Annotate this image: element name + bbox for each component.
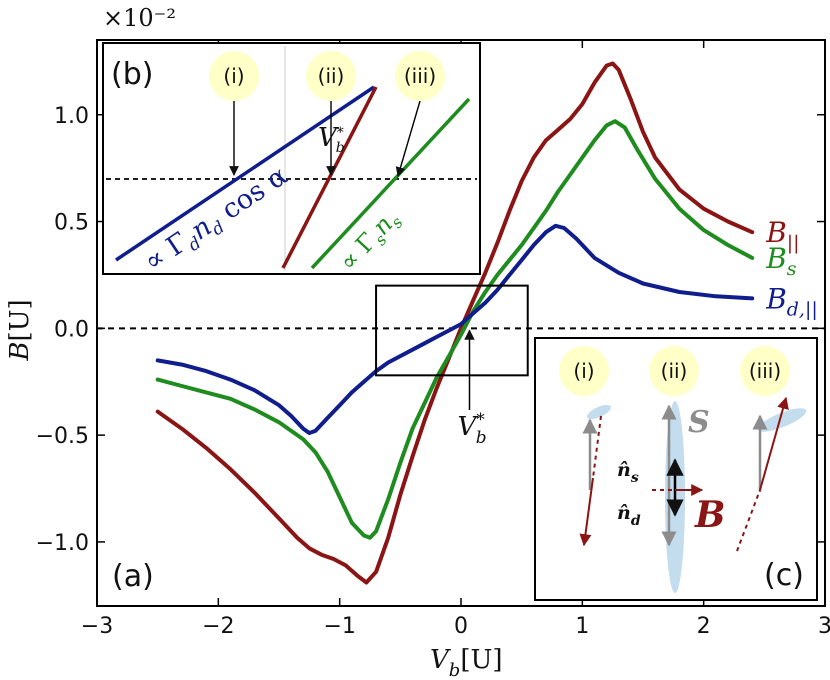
inset-b-marker-iii-circle — [395, 51, 445, 101]
x-axis-ticks: −3 −2 −1 0 1 2 3 — [81, 40, 830, 639]
x-tick-label: −1 — [323, 614, 355, 639]
series-line-b-d-parallel — [155, 223, 755, 435]
inset-b-marker-i-circle — [209, 51, 259, 101]
series-label-sub: || — [787, 232, 800, 254]
inset-c-ns-n: n̂ — [617, 459, 631, 481]
inset-b: (i) (ii) (iii) V* b ∝ Γdnd cos α ∝ Γsns (… — [102, 42, 481, 278]
inset-c-field-iii — [759, 396, 789, 491]
x-tick-label: 3 — [818, 614, 830, 639]
x-tick-label: 2 — [697, 614, 711, 639]
y-tick-label: 0.0 — [54, 317, 89, 342]
inset-c-disk-i — [587, 404, 611, 420]
series-label-main: B — [765, 216, 787, 249]
series-label-b-s: Bs — [765, 242, 797, 280]
inset-b-marker-iii: (iii) — [404, 64, 436, 88]
inset-b-marker-i: (i) — [223, 64, 244, 88]
inset-c-marker-iii: (iii) — [749, 359, 781, 383]
y-tick-label: 0.5 — [54, 211, 89, 236]
inset-b-marker-ii: (ii) — [318, 64, 345, 88]
inset-b-vb-sub: b — [336, 140, 345, 156]
inset-c-nd-sub: d — [631, 513, 641, 529]
inset-b-vb-sup: * — [337, 125, 344, 141]
panel-c-label: (c) — [764, 558, 804, 593]
inset-c-marker-iii-circle — [740, 346, 790, 396]
x-tick-label: 1 — [575, 614, 589, 639]
zoom-box — [375, 284, 529, 377]
y-tick-label: 1.0 — [54, 104, 89, 129]
x-axis-label-sub: b — [449, 660, 461, 680]
inset-c-S-label: S — [688, 405, 710, 440]
inset-b-marker-ii-circle — [306, 51, 356, 101]
inset-c-marker-i: (i) — [573, 359, 594, 383]
x-axis-label: Vb[U] — [430, 645, 503, 680]
inset-c-disk-iii — [757, 408, 807, 432]
series-label-main: B — [765, 242, 787, 275]
series-label-sub: s — [787, 258, 797, 280]
x-axis-label-V: V — [430, 645, 451, 675]
x-axis-label-unit: [U] — [460, 645, 502, 675]
series-label-main: B — [765, 282, 787, 315]
inset-c-field-i — [579, 477, 594, 547]
vb-star-label: V* b — [457, 410, 486, 448]
x-tick-label: −2 — [202, 614, 234, 639]
inset-b-vb-V: V — [318, 123, 339, 153]
series-label-sub: d,|| — [787, 298, 818, 320]
panel-b-label: (b) — [111, 57, 153, 92]
series-line-b-parallel — [155, 61, 755, 585]
series-group — [155, 61, 755, 585]
inset-c: (i) (ii) (iii) S n̂s n̂d B (c) — [534, 337, 818, 601]
x-tick-label: 0 — [454, 614, 468, 639]
inset-c-field-iii-dashed — [736, 489, 761, 552]
scale-label: ×10⁻² — [103, 4, 176, 32]
series-label-b-parallel: B|| — [765, 216, 799, 254]
inset-c-marker-ii-circle — [649, 346, 699, 396]
panel-a-label: (a) — [112, 559, 154, 594]
series-label-b-d-parallel: Bd,|| — [765, 282, 818, 320]
inset-c-nd-label: n̂d — [617, 502, 641, 529]
vb-star-sub: b — [476, 428, 487, 448]
inset-c-ns-label: n̂s — [617, 459, 639, 486]
y-axis-ticks: −1.0 −0.5 0.0 0.5 1.0 — [36, 104, 825, 556]
y-tick-label: −1.0 — [36, 531, 89, 556]
y-axis-label-unit: [U] — [5, 299, 35, 341]
x-tick-label: −3 — [81, 614, 113, 639]
y-tick-label: −0.5 — [36, 424, 89, 449]
inset-c-nd-n: n̂ — [617, 502, 631, 524]
inset-c-marker-i-circle — [559, 346, 609, 396]
inset-b-arrow-iii — [395, 100, 421, 177]
inset-b-red-line — [281, 86, 378, 269]
inset-b-green-line — [310, 97, 471, 270]
inset-c-B-label: B — [694, 494, 725, 536]
y-axis-label-B: B — [5, 342, 35, 362]
inset-b-vb-star: V* b — [318, 123, 345, 156]
inset-c-ns-sub: s — [631, 470, 639, 486]
inset-c-field-i-dashed — [592, 415, 602, 479]
series-line-b-s — [155, 119, 755, 540]
inset-c-marker-ii: (ii) — [661, 359, 688, 383]
vb-star-sup: * — [476, 410, 485, 430]
y-axis-label: B[U] — [5, 299, 35, 361]
vb-star-V: V — [457, 412, 478, 442]
